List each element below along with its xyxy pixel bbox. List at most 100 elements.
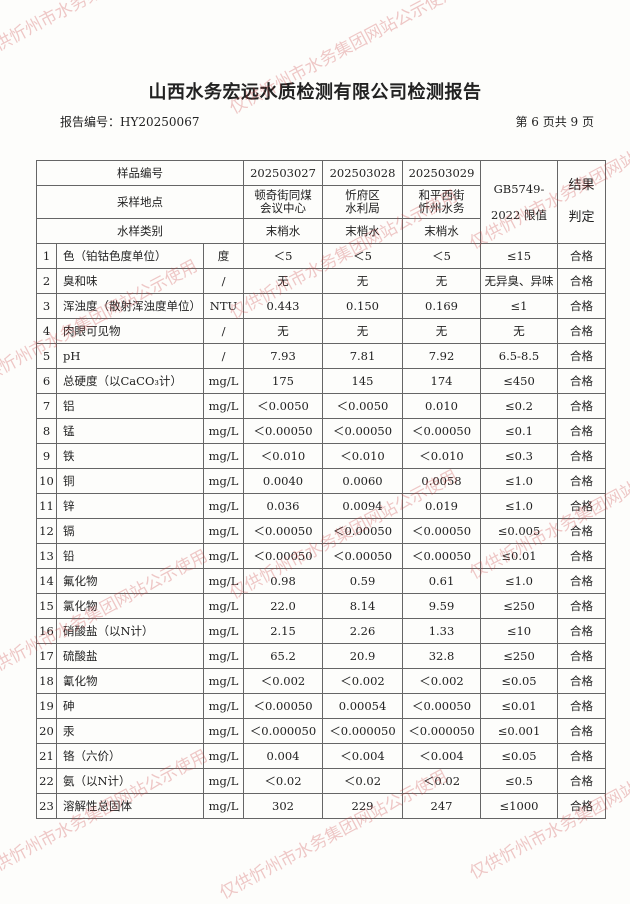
table-row: 3 浑浊度（散射浑浊度单位） NTU 0.443 0.150 0.169 ≤1 合格 <box>36 293 606 319</box>
row-number: 22 <box>36 768 57 794</box>
value-sample-1: 65.2 <box>243 643 323 669</box>
value-sample-2: 无 <box>322 268 403 294</box>
table-row: 12 镉 mg/L ＜0.00050 ＜0.00050 ＜0.00050 ≤0.005 合格 <box>36 518 606 544</box>
limit-value: ≤0.05 <box>480 743 558 769</box>
row-number: 20 <box>36 718 57 744</box>
item-name: 铜 <box>56 468 204 494</box>
value-sample-3: ＜0.002 <box>402 668 481 694</box>
item-name: 氟化物 <box>56 568 204 594</box>
result-value: 合格 <box>557 618 606 644</box>
row-number: 4 <box>36 318 57 344</box>
table-row: 23 溶解性总固体 mg/L 302 229 247 ≤1000 合格 <box>36 793 606 819</box>
result-value: 合格 <box>557 318 606 344</box>
value-sample-3: 7.92 <box>402 343 481 369</box>
result-value: 合格 <box>557 668 606 694</box>
limit-value: ≤0.2 <box>480 393 558 419</box>
sample-number: 202503029 <box>402 160 481 186</box>
value-sample-2: 8.14 <box>322 593 403 619</box>
value-sample-2: ＜0.004 <box>322 743 403 769</box>
row-number: 2 <box>36 268 57 294</box>
item-name: 氯化物 <box>56 593 204 619</box>
limit-value: ≤1 <box>480 293 558 319</box>
result-value: 合格 <box>557 268 606 294</box>
unit: mg/L <box>203 518 244 544</box>
water-type: 末梢水 <box>402 218 481 244</box>
value-sample-2: ＜0.0050 <box>322 393 403 419</box>
value-sample-1: ＜5 <box>243 243 323 269</box>
unit: mg/L <box>203 493 244 519</box>
item-name: 臭和味 <box>56 268 204 294</box>
table-row: 6 总硬度（以CaCO₃计） mg/L 175 145 174 ≤450 合格 <box>36 368 606 394</box>
value-sample-3: 0.169 <box>402 293 481 319</box>
limit-value: ≤10 <box>480 618 558 644</box>
location-line: 和平西街 <box>418 188 465 202</box>
sample-number: 202503028 <box>322 160 403 186</box>
value-sample-1: ＜0.00050 <box>243 693 323 719</box>
row-number: 12 <box>36 518 57 544</box>
unit: mg/L <box>203 643 244 669</box>
unit: mg/L <box>203 393 244 419</box>
row-number: 18 <box>36 668 57 694</box>
row-number: 6 <box>36 368 57 394</box>
location-line: 顿奇街同煤 <box>254 188 312 202</box>
value-sample-3: ＜0.00050 <box>402 543 481 569</box>
item-name: 锰 <box>56 418 204 444</box>
result-value: 合格 <box>557 568 606 594</box>
unit: NTU <box>203 293 244 319</box>
table-row: 18 氰化物 mg/L ＜0.002 ＜0.002 ＜0.002 ≤0.05 合格 <box>36 668 606 694</box>
value-sample-3: 247 <box>402 793 481 819</box>
value-sample-3: ＜5 <box>402 243 481 269</box>
value-sample-2: 0.0094 <box>322 493 403 519</box>
value-sample-3: ＜0.00050 <box>402 693 481 719</box>
sample-number-label: 样品编号 <box>36 160 244 186</box>
table-row: 19 砷 mg/L ＜0.00050 0.00054 ＜0.00050 ≤0.01 合格 <box>36 693 606 719</box>
report-title: 山西水务宏远水质检测有限公司检测报告 <box>148 82 482 103</box>
unit: 度 <box>203 243 244 269</box>
value-sample-2: 20.9 <box>322 643 403 669</box>
item-name: pH <box>56 343 204 369</box>
sample-number-row: 样品编号 202503027 202503028 202503029 GB574… <box>36 160 606 244</box>
value-sample-2: ＜0.02 <box>322 768 403 794</box>
limit-value: ≤250 <box>480 593 558 619</box>
item-name: 汞 <box>56 718 204 744</box>
value-sample-3: ＜0.004 <box>402 743 481 769</box>
value-sample-1: 22.0 <box>243 593 323 619</box>
item-name: 锌 <box>56 493 204 519</box>
table-row: 16 硝酸盐（以N计） mg/L 2.15 2.26 1.33 ≤10 合格 <box>36 618 606 644</box>
table-row: 14 氟化物 mg/L 0.98 0.59 0.61 ≤1.0 合格 <box>36 568 606 594</box>
value-sample-1: 0.443 <box>243 293 323 319</box>
value-sample-1: ＜0.00050 <box>243 418 323 444</box>
sample-number: 202503027 <box>243 160 323 186</box>
limit-header: GB5749- 2022 限值 <box>480 160 558 244</box>
result-value: 合格 <box>557 518 606 544</box>
value-sample-1: 7.93 <box>243 343 323 369</box>
value-sample-1: ＜0.000050 <box>243 718 323 744</box>
result-label-line2: 判定 <box>568 210 595 225</box>
limit-value: ≤0.1 <box>480 418 558 444</box>
row-number: 14 <box>36 568 57 594</box>
water-type: 末梢水 <box>243 218 323 244</box>
value-sample-3: ＜0.00050 <box>402 418 481 444</box>
water-type: 末梢水 <box>322 218 403 244</box>
value-sample-3: 0.019 <box>402 493 481 519</box>
results-table: 样品编号 202503027 202503028 202503029 GB574… <box>36 160 606 819</box>
limit-value: ≤0.3 <box>480 443 558 469</box>
table-row: 11 锌 mg/L 0.036 0.0094 0.019 ≤1.0 合格 <box>36 493 606 519</box>
value-sample-1: ＜0.00050 <box>243 543 323 569</box>
result-value: 合格 <box>557 493 606 519</box>
unit: mg/L <box>203 368 244 394</box>
unit: mg/L <box>203 468 244 494</box>
result-header: 结果 判定 <box>557 160 606 244</box>
unit: mg/L <box>203 743 244 769</box>
location-line: 会议中心 <box>260 201 306 215</box>
value-sample-2: ＜0.00050 <box>322 418 403 444</box>
row-number: 1 <box>36 243 57 269</box>
row-number: 7 <box>36 393 57 419</box>
value-sample-2: ＜5 <box>322 243 403 269</box>
item-name: 氨（以N计） <box>56 768 204 794</box>
value-sample-1: 2.15 <box>243 618 323 644</box>
row-number: 5 <box>36 343 57 369</box>
limit-label-line1: GB5749- <box>493 181 545 196</box>
value-sample-2: 0.59 <box>322 568 403 594</box>
row-number: 8 <box>36 418 57 444</box>
